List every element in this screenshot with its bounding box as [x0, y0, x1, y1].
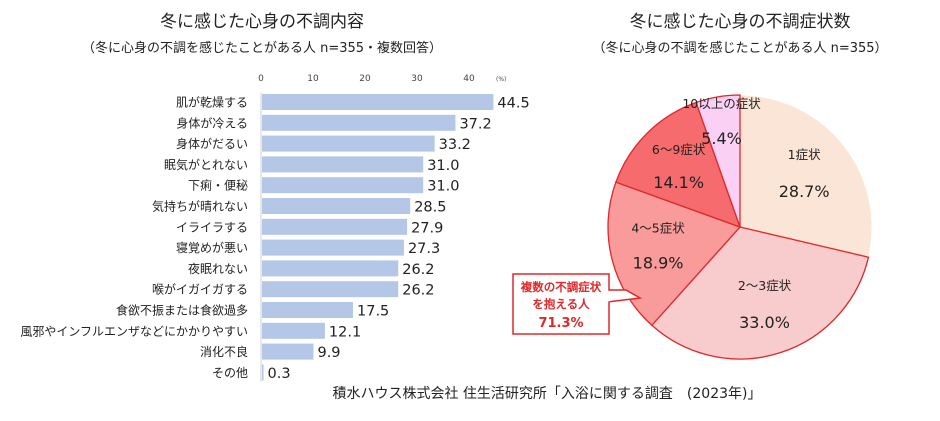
slice-label: 10以上の症状 — [682, 96, 761, 111]
data-label: 12.1 — [329, 324, 361, 340]
bar — [262, 343, 314, 360]
callout-value: 71.3% — [538, 316, 583, 331]
pie-slice — [739, 94, 873, 258]
x-tick-label: 20 — [359, 74, 371, 84]
slice-label: 1症状 — [788, 147, 821, 162]
bar — [262, 135, 435, 152]
bar — [262, 156, 424, 173]
multiple-symptoms-callout: 複数の不調症状 を抱える人 71.3% — [512, 273, 643, 335]
category-label: 身体がだるい — [176, 136, 248, 151]
callout-box — [512, 273, 610, 335]
bar — [262, 198, 411, 214]
source-credit: 積水ハウス株式会社 住生活研究所「入浴に関する調査 (2023年)」 — [332, 386, 761, 402]
pie-chart-subtitle: （冬に心身の不調を感じたことがある人 n=355） — [592, 40, 887, 56]
bar — [262, 302, 353, 318]
data-label: 27.9 — [411, 220, 443, 236]
data-label: 26.2 — [402, 283, 434, 299]
category-label: 身体が冷える — [176, 115, 248, 130]
category-label: 喉がイガイガする — [152, 282, 248, 297]
slice-label: 6～9症状 — [652, 142, 706, 157]
data-label: 31.0 — [427, 158, 459, 174]
pie-slice — [695, 94, 741, 228]
pie-chart-title: 冬に感じた心身の不調症状数 — [630, 12, 851, 32]
data-label: 31.0 — [427, 179, 459, 195]
data-label: 28.5 — [414, 200, 446, 216]
slice-value-label: 14.1% — [653, 173, 704, 192]
bar-chart-subtitle: （冬に心身の不調を感じたことがある人 n=355・複数回答） — [82, 40, 442, 56]
slice-label: 2～3症状 — [738, 278, 792, 293]
category-label: イライラする — [176, 220, 248, 234]
bar — [262, 322, 325, 339]
bar — [262, 364, 264, 381]
pie-slice — [650, 226, 870, 360]
bar — [262, 114, 456, 131]
bar — [262, 239, 404, 256]
data-label: 26.2 — [402, 262, 434, 278]
x-tick-label: 30 — [411, 74, 423, 84]
bar-chart-unit: (%) — [496, 76, 506, 83]
bar — [262, 177, 424, 194]
category-label: その他 — [212, 366, 248, 380]
pie-chart: 1症状 28.7% 2～3症状 33.0% 4～5症状 18.9% 6～9症状 14.1% 10… — [607, 94, 873, 360]
bar-chart-title: 冬に感じた心身の不調内容 — [160, 12, 364, 32]
category-label: 消化不良 — [200, 344, 248, 359]
callout-line1: 複数の不調症状 — [520, 280, 602, 294]
bar — [262, 94, 494, 110]
category-label: 食欲不振または食欲過多 — [116, 303, 248, 318]
category-label: 下痢・便秘 — [188, 178, 248, 193]
x-tick-label: 10 — [307, 74, 319, 84]
bar — [262, 281, 399, 298]
category-label: 眠気がとれない — [164, 157, 248, 172]
slice-value-label: 18.9% — [633, 254, 684, 273]
data-label: 27.3 — [408, 241, 440, 257]
slice-label: 4～5症状 — [631, 221, 685, 236]
data-label: 9.9 — [317, 345, 340, 361]
x-tick-label: 0 — [258, 74, 264, 84]
data-label: 33.2 — [439, 137, 471, 153]
data-label: 44.5 — [497, 96, 529, 112]
pie-slice — [607, 181, 742, 327]
slice-value-label: 33.0% — [739, 313, 790, 332]
bar-chart: 0 10 20 30 40 肌が乾燥する 44.5 身体が冷える 37.2 身体がだるい 33.2 眠… — [20, 74, 529, 382]
data-label: 17.5 — [357, 304, 389, 320]
slice-value-label: 28.7% — [779, 182, 830, 201]
pie-slice — [615, 101, 742, 229]
bar — [262, 218, 408, 235]
slice-value-label: 5.4% — [701, 129, 742, 148]
category-label: 気持ちが晴れない — [152, 199, 248, 214]
category-label: 風邪やインフルエンザなどにかかりやすい — [20, 324, 248, 338]
data-label: 37.2 — [459, 116, 491, 132]
category-label: 夜眠れない — [188, 261, 248, 276]
data-label: 0.3 — [268, 366, 291, 382]
x-tick-label: 40 — [463, 74, 475, 84]
category-label: 寝覚めが悪い — [176, 240, 248, 255]
category-label: 肌が乾燥する — [176, 95, 248, 110]
bar — [262, 260, 399, 277]
callout-line2: を抱える人 — [532, 297, 590, 311]
